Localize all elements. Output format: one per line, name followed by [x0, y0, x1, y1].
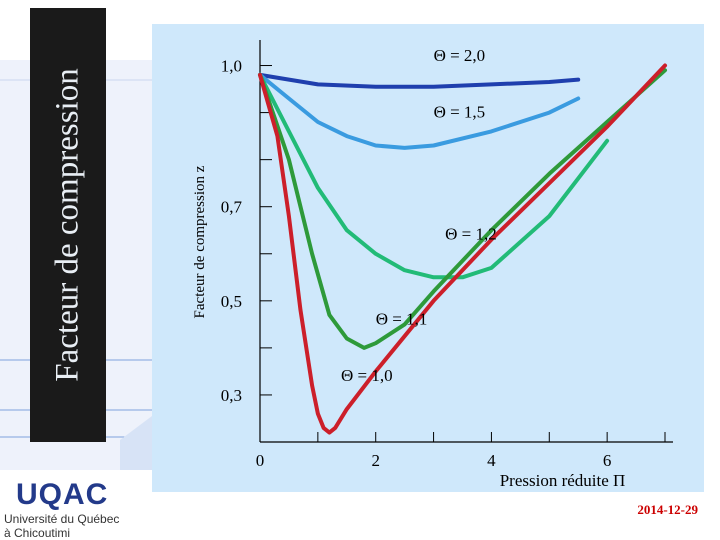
x-tick-label: 2	[371, 451, 380, 470]
x-tick-label: 4	[487, 451, 496, 470]
series-line-5	[258, 63, 667, 435]
logo-wordmark: UQAC	[16, 478, 109, 511]
series-line-4	[258, 68, 667, 350]
y-tick-label: 0,5	[221, 292, 242, 311]
x-axis-label: Pression réduite Π	[500, 471, 626, 490]
x-tick-label: 0	[256, 451, 265, 470]
curve-annotation-3: Θ = 1,2	[445, 225, 497, 244]
logo-line-1: Université du Québec	[4, 512, 120, 526]
uqac-logo: UQAC Université du Québec à Chicoutimi	[4, 478, 144, 540]
slide-date: 2014-12-29	[637, 502, 698, 517]
series-line-3	[258, 72, 610, 280]
y-tick-label: 0,3	[221, 386, 242, 405]
curve-annotation-4: Θ = 1,1	[376, 309, 428, 328]
y-tick-label: 0,7	[221, 198, 243, 217]
curve-annotation-1: Θ = 2,0	[434, 46, 486, 65]
logo-line-2: à Chicoutimi	[4, 526, 71, 540]
chart-panel	[152, 24, 704, 492]
y-axis-label: Facteur de compression z	[192, 165, 208, 318]
curve-annotation-2: Θ = 1,5	[434, 102, 486, 121]
series-line-2	[258, 72, 581, 150]
series-line-1	[258, 72, 581, 89]
side-title-bar	[30, 8, 106, 442]
x-tick-label: 6	[603, 451, 612, 470]
curve-annotation-5: Θ = 1,0	[341, 366, 393, 385]
y-tick-label: 1,0	[221, 57, 242, 76]
